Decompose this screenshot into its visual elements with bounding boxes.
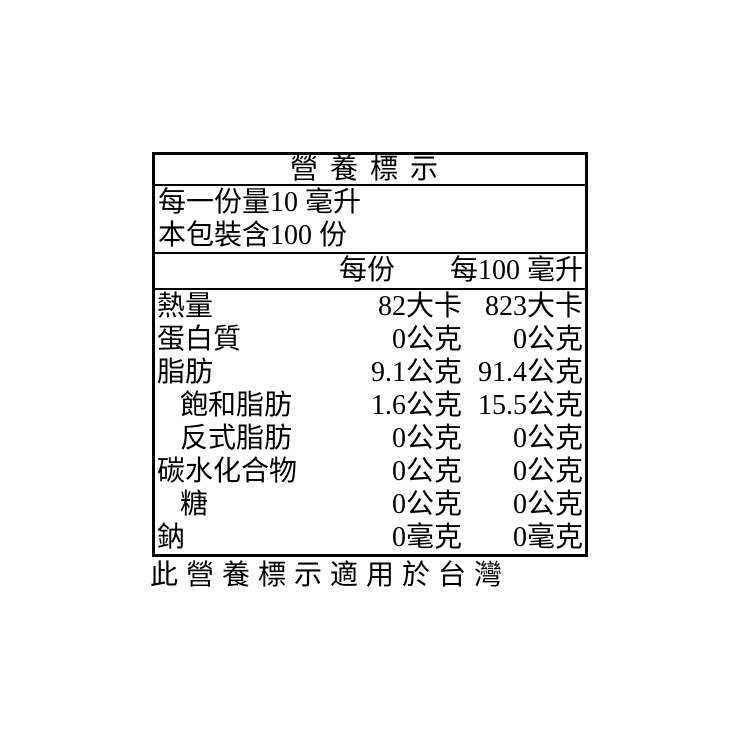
per-serving-value: 0毫克	[391, 522, 462, 553]
per-100ml-value: 91.4公克	[477, 357, 583, 388]
column-header-per-100ml: 每100 毫升	[449, 255, 583, 286]
nutrient-row: 蛋白質 0公克 0公克	[155, 323, 585, 356]
nutrition-label-title: 營養標示	[155, 155, 585, 186]
per-100ml-value: 0毫克	[512, 522, 583, 553]
column-header-row: 每份 每100 毫升	[155, 254, 585, 290]
column-header-spacer	[155, 254, 339, 288]
nutrient-row: 糖 0公克 0公克	[155, 488, 585, 521]
per-100ml-value: 15.5公克	[477, 390, 583, 421]
servings-per-package-line: 本包裝含100 份	[158, 220, 348, 251]
nutrient-row: 碳水化合物 0公克 0公克	[155, 455, 585, 488]
per-100ml-value: 0公克	[512, 456, 583, 487]
nutrient-row: 飽和脂肪 1.6公克 15.5公克	[155, 389, 585, 422]
nutrient-row: 鈉 0毫克 0毫克	[155, 521, 585, 554]
per-serving-value: 0公克	[391, 489, 462, 520]
nutrient-name: 飽和脂肪	[180, 390, 293, 421]
per-serving-value: 9.1公克	[370, 357, 462, 388]
per-100ml-value: 0公克	[512, 324, 583, 355]
per-100ml-value: 823大卡	[484, 291, 583, 322]
per-serving-value: 82大卡	[377, 291, 462, 322]
per-100ml-value: 0公克	[512, 489, 583, 520]
nutrient-rows: 熱量 82大卡 823大卡 蛋白質 0公克 0公克 脂肪 9.1公克 91.4公…	[155, 290, 585, 554]
serving-info-block: 每一份量10 毫升 本包裝含100 份	[155, 186, 585, 254]
per-100ml-value: 0公克	[512, 423, 583, 454]
nutrition-label-table: 營養標示 每一份量10 毫升 本包裝含100 份 每份 每100 毫升 熱量 8…	[152, 152, 588, 557]
column-header-per-serving: 每份	[338, 255, 395, 286]
nutrient-row: 反式脂肪 0公克 0公克	[155, 422, 585, 455]
nutrient-name: 蛋白質	[157, 324, 242, 355]
nutrient-name: 脂肪	[157, 357, 214, 388]
per-serving-value: 0公克	[391, 423, 462, 454]
nutrient-name: 熱量	[157, 291, 214, 322]
nutrient-row: 脂肪 9.1公克 91.4公克	[155, 356, 585, 389]
nutrient-name: 糖	[180, 489, 209, 520]
nutrient-row: 熱量 82大卡 823大卡	[155, 290, 585, 323]
label-footnote: 此營養標示適用於台灣	[150, 560, 511, 591]
nutrient-name: 鈉	[157, 522, 186, 553]
per-serving-value: 1.6公克	[370, 390, 462, 421]
per-serving-value: 0公克	[391, 456, 462, 487]
per-serving-value: 0公克	[391, 324, 462, 355]
nutrient-name: 碳水化合物	[157, 456, 298, 487]
nutrient-name: 反式脂肪	[180, 423, 293, 454]
serving-size-line: 每一份量10 毫升	[158, 187, 362, 218]
